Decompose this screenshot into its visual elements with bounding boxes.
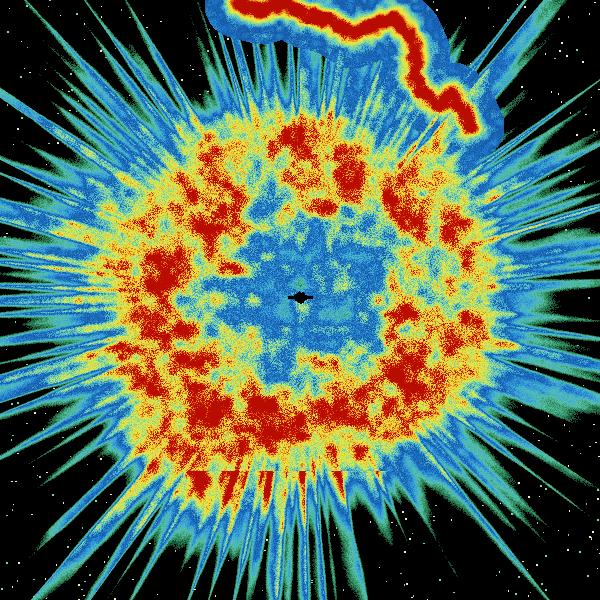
astronomical-intensity-map bbox=[0, 0, 600, 600]
image-canvas-container bbox=[0, 0, 600, 600]
